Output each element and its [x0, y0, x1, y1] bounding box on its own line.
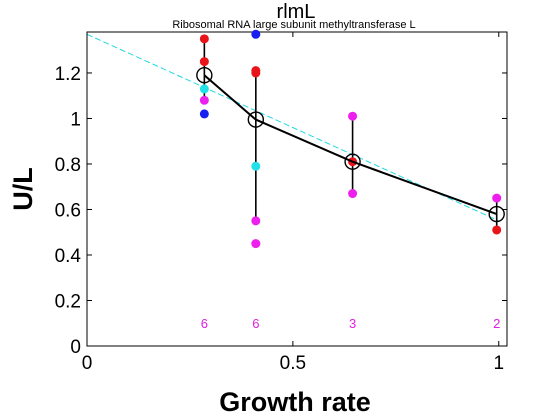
x-tick-label-0: 0: [82, 353, 93, 374]
data-point-0: [199, 34, 209, 44]
y-tick-label-5: 1: [70, 109, 81, 130]
mean-marker-2: [344, 153, 361, 170]
data-point-11: [348, 111, 358, 121]
sample-count-2: 3: [349, 316, 356, 331]
data-point-1: [199, 57, 209, 67]
data-point-4: [199, 109, 209, 119]
plot-area: [86, 31, 508, 347]
data-point-2: [199, 84, 209, 94]
data-point-7: [251, 68, 261, 78]
data-point-15: [492, 225, 502, 235]
y-axis-label: U/L: [8, 167, 38, 211]
data-point-14: [492, 193, 502, 203]
y-tick-label-2: 0.4: [55, 246, 82, 267]
sample-count-1: 6: [252, 316, 259, 331]
sample-count-0: 6: [201, 316, 208, 331]
x-axis-label: Growth rate: [219, 387, 371, 417]
sample-count-3: 2: [493, 316, 500, 331]
y-tick-label-0: 0: [70, 337, 81, 358]
y-tick-label-4: 0.8: [55, 155, 81, 176]
data-point-9: [251, 216, 261, 226]
chart-title: rlmL: [277, 1, 316, 23]
y-tick-label-6: 1.2: [55, 64, 81, 85]
mean-marker-0: [196, 67, 213, 84]
y-tick-label-1: 0.2: [55, 291, 81, 312]
fit-line: [86, 33, 499, 222]
mean-line: [203, 74, 498, 215]
data-point-13: [348, 189, 358, 199]
chart-subtitle: Ribosomal RNA large subunit methyltransf…: [172, 19, 415, 31]
mean-marker-3: [488, 205, 505, 223]
data-point-3: [199, 95, 209, 105]
x-tick-label-2: 1: [493, 353, 504, 374]
y-tick-label-3: 0.6: [55, 200, 81, 221]
data-point-8: [251, 161, 261, 171]
data-point-5: [251, 29, 261, 39]
x-tick-label-1: 0.5: [280, 353, 306, 374]
mean-marker-1: [247, 111, 265, 128]
data-point-10: [251, 239, 261, 249]
